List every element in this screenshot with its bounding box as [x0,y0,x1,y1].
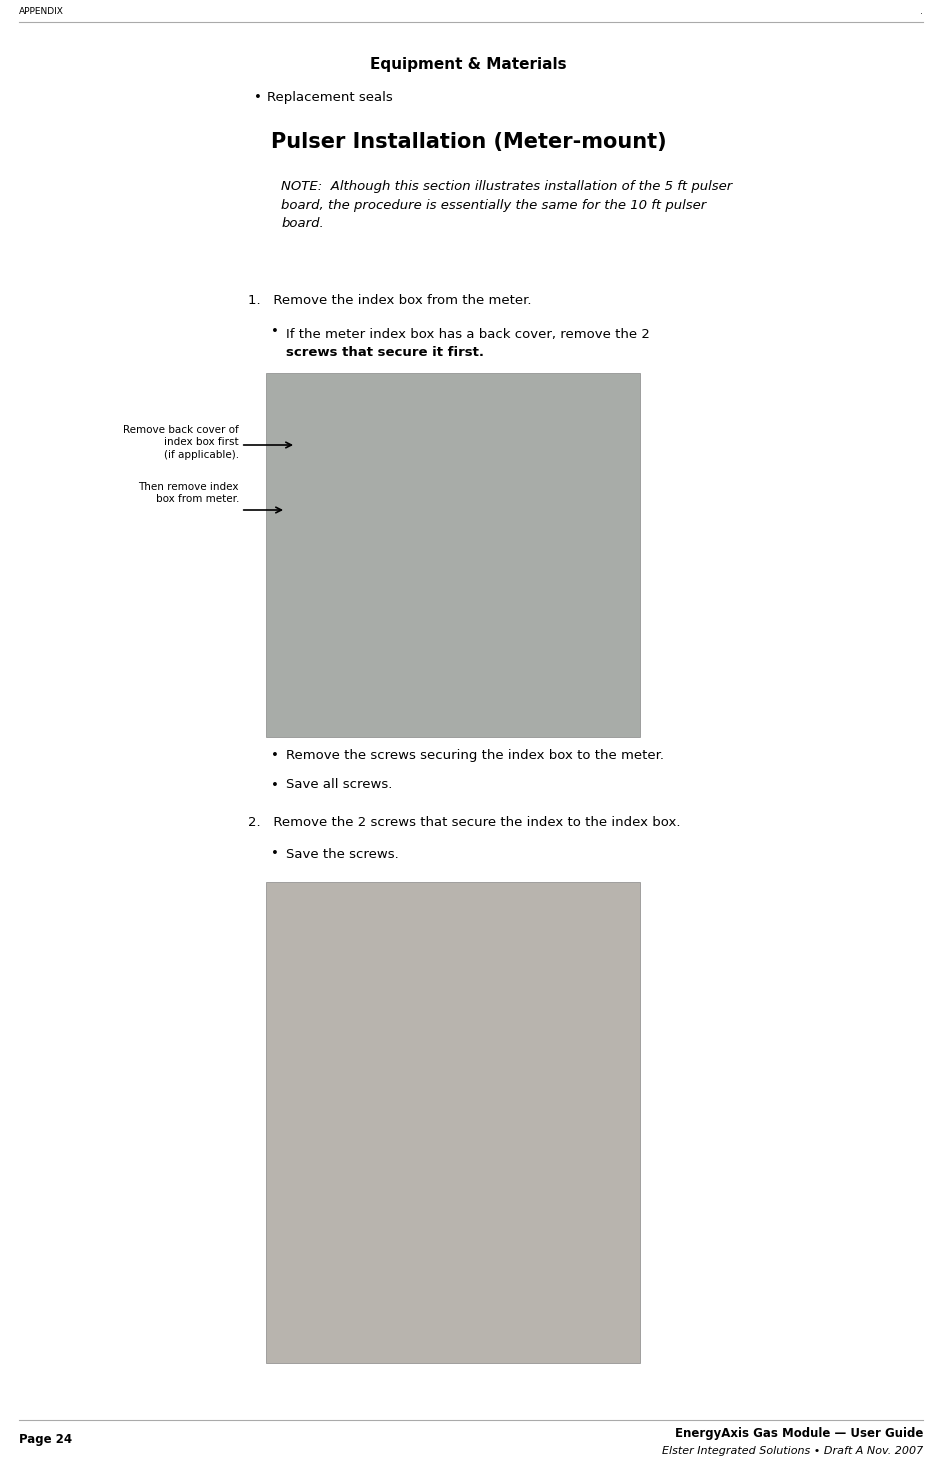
Text: Remove back cover of
index box first
(if applicable).: Remove back cover of index box first (if… [123,425,239,459]
Text: •: • [271,848,278,861]
Text: 1.   Remove the index box from the meter.: 1. Remove the index box from the meter. [248,293,532,307]
Text: 2.   Remove the 2 screws that secure the index to the index box.: 2. Remove the 2 screws that secure the i… [248,816,680,829]
Bar [266,882,639,1363]
Text: If the meter index box has a back cover, remove the 2: If the meter index box has a back cover,… [285,329,649,340]
Text: EnergyAxis Gas Module — User Guide: EnergyAxis Gas Module — User Guide [674,1426,922,1439]
Text: •: • [271,326,278,339]
Text: Pulser Installation (Meter-mount): Pulser Installation (Meter-mount) [271,132,665,153]
Text: Page 24: Page 24 [19,1433,72,1446]
Text: Save the screws.: Save the screws. [285,848,398,861]
Text: .: . [919,6,922,16]
Text: NOTE:  Although this section illustrates installation of the 5 ft pulser
board, : NOTE: Although this section illustrates … [281,180,732,230]
Text: Equipment & Materials: Equipment & Materials [370,57,566,72]
Bar [266,373,639,736]
Text: •: • [254,91,261,104]
Text: Remove the screws securing the index box to the meter.: Remove the screws securing the index box… [285,748,663,761]
Text: screws that secure it first.: screws that secure it first. [285,346,483,359]
Text: Replacement seals: Replacement seals [267,91,392,104]
Text: •: • [271,748,278,761]
Text: APPENDIX: APPENDIX [19,6,64,16]
Text: Elster Integrated Solutions • Draft A Nov. 2007: Elster Integrated Solutions • Draft A No… [661,1446,922,1457]
Text: Then remove index
box from meter.: Then remove index box from meter. [139,483,239,505]
Text: Save all screws.: Save all screws. [285,779,392,792]
Text: •: • [271,779,278,792]
